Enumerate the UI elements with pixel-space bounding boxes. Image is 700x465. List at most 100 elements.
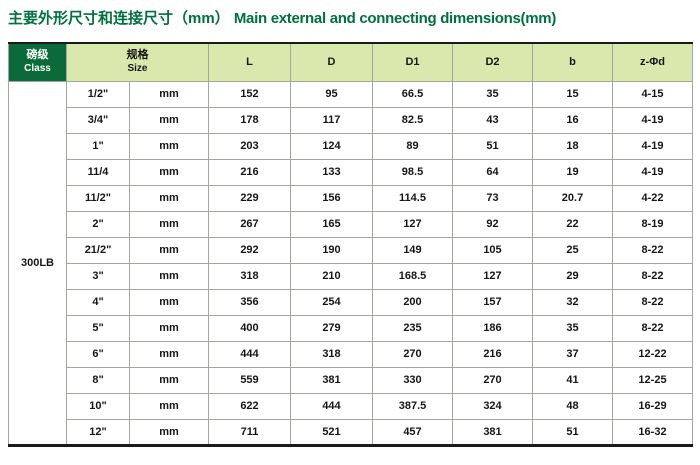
cell-D: 95 [290,80,373,108]
cell-L: 292 [208,236,291,264]
cell-D1: 66.5 [372,80,453,108]
cell-size: 21/2" [66,236,130,264]
cell-D2: 92 [452,210,533,238]
cell-unit: mm [129,288,209,316]
cell-unit: mm [129,132,209,160]
cell-D2: 64 [452,158,533,186]
cell-D2: 51 [452,132,533,160]
column-header-b: b [532,42,613,82]
cell-L: 444 [208,340,291,368]
class-value: 300LB [8,80,67,446]
cell-D2: 105 [452,236,533,264]
cell-unit: mm [129,236,209,264]
cell-size: 3/4" [66,106,130,134]
cell-size: 4" [66,288,130,316]
cell-b: 16 [532,106,613,134]
cell-zd: 4-19 [612,132,693,160]
cell-D: 381 [290,366,373,394]
cell-D2: 186 [452,314,533,342]
column-header-size-zh: 规格 [126,49,149,62]
column-header-D2: D2 [452,42,533,82]
cell-zd: 8-22 [612,314,693,342]
table-row: 11/4 mm 216 133 98.5 64 19 4-19 [9,158,693,186]
cell-zd: 12-25 [612,366,693,394]
cell-zd: 8-22 [612,236,693,264]
cell-b: 51 [532,418,613,446]
table-row: 3" mm 318 210 168.5 127 29 8-22 [9,262,693,290]
cell-unit: mm [129,418,209,446]
cell-b: 15 [532,80,613,108]
cell-zd: 8-22 [612,262,693,290]
cell-b: 48 [532,392,613,420]
cell-zd: 4-19 [612,106,693,134]
cell-unit: mm [129,80,209,108]
cell-unit: mm [129,158,209,186]
table-row: 11/2" mm 229 156 114.5 73 20.7 4-22 [9,184,693,212]
cell-b: 25 [532,236,613,264]
cell-L: 559 [208,366,291,394]
table-row: 12" mm 711 521 457 381 51 16-32 [9,418,693,446]
table-row: 5" mm 400 279 235 186 35 8-22 [9,314,693,342]
cell-b: 18 [532,132,613,160]
cell-unit: mm [129,340,209,368]
cell-L: 356 [208,288,291,316]
cell-D: 133 [290,158,373,186]
cell-D: 117 [290,106,373,134]
cell-D: 190 [290,236,373,264]
cell-unit: mm [129,262,209,290]
cell-size: 1" [66,132,130,160]
dimensions-table: 磅级 Class 规格 Size L D D1 D2 b z-Φd 300LB 1… [8,42,693,447]
cell-D: 165 [290,210,373,238]
cell-D2: 324 [452,392,533,420]
column-header-L: L [208,42,291,82]
cell-D2: 381 [452,418,533,446]
cell-D1: 149 [372,236,453,264]
cell-D1: 270 [372,340,453,368]
cell-zd: 4-19 [612,158,693,186]
cell-b: 35 [532,314,613,342]
cell-size: 10" [66,392,130,420]
cell-D2: 270 [452,366,533,394]
cell-L: 400 [208,314,291,342]
cell-D1: 387.5 [372,392,453,420]
cell-size: 2" [66,210,130,238]
cell-size: 8" [66,366,130,394]
table-row: 8" mm 559 381 330 270 41 12-25 [9,366,693,394]
cell-size: 12" [66,418,130,446]
cell-L: 711 [208,418,291,446]
cell-size: 3" [66,262,130,290]
cell-b: 20.7 [532,184,613,212]
cell-zd: 8-22 [612,288,693,316]
cell-D: 156 [290,184,373,212]
cell-unit: mm [129,392,209,420]
cell-D: 318 [290,340,373,368]
table-row: 6" mm 444 318 270 216 37 12-22 [9,340,693,368]
column-header-class-en: Class [24,62,51,74]
cell-unit: mm [129,314,209,342]
column-header-zd: z-Φd [612,42,693,82]
cell-D: 444 [290,392,373,420]
cell-unit: mm [129,106,209,134]
cell-D2: 73 [452,184,533,212]
table-row: 3/4" mm 178 117 82.5 43 16 4-19 [9,106,693,134]
cell-L: 267 [208,210,291,238]
cell-D: 254 [290,288,373,316]
cell-unit: mm [129,366,209,394]
cell-b: 29 [532,262,613,290]
header-row: 磅级 Class 规格 Size L D D1 D2 b z-Φd [8,42,693,82]
cell-D1: 89 [372,132,453,160]
table-row: 4" mm 356 254 200 157 32 8-22 [9,288,693,316]
cell-D1: 168.5 [372,262,453,290]
cell-size: 5" [66,314,130,342]
cell-D2: 216 [452,340,533,368]
cell-D2: 43 [452,106,533,134]
cell-b: 41 [532,366,613,394]
cell-L: 229 [208,184,291,212]
column-header-class: 磅级 Class [8,42,67,82]
cell-L: 318 [208,262,291,290]
cell-D1: 235 [372,314,453,342]
cell-D1: 457 [372,418,453,446]
cell-zd: 8-19 [612,210,693,238]
cell-unit: mm [129,184,209,212]
